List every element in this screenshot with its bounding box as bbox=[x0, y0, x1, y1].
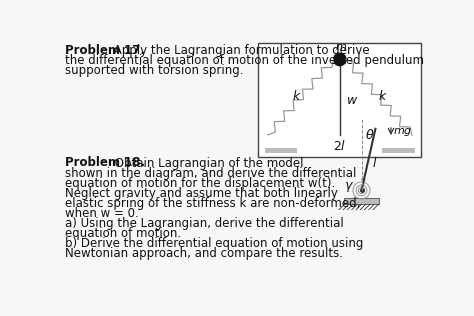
Text: $l$: $l$ bbox=[372, 156, 377, 170]
Text: Apply the Lagrangian formulation to derive: Apply the Lagrangian formulation to deri… bbox=[110, 44, 370, 57]
Bar bbox=[383, 148, 415, 154]
Text: $2l$: $2l$ bbox=[333, 139, 346, 153]
Text: Neglect gravity and assume that both linearly: Neglect gravity and assume that both lin… bbox=[65, 186, 338, 199]
Text: $mg$: $mg$ bbox=[393, 126, 413, 138]
Text: when w = 0.: when w = 0. bbox=[65, 207, 139, 220]
Text: Problem 18.: Problem 18. bbox=[65, 156, 146, 169]
Text: the differential equation of motion of the inverted pendulum: the differential equation of motion of t… bbox=[65, 54, 424, 67]
Text: a) Using the Lagrangian, derive the differential: a) Using the Lagrangian, derive the diff… bbox=[65, 216, 344, 229]
Text: equation of motion.: equation of motion. bbox=[65, 227, 182, 240]
Text: Newtonian approach, and compare the results.: Newtonian approach, and compare the resu… bbox=[65, 246, 344, 259]
Text: $k$: $k$ bbox=[378, 89, 387, 103]
Circle shape bbox=[334, 53, 346, 66]
Text: Obtain Lagrangian of the model: Obtain Lagrangian of the model bbox=[111, 156, 304, 169]
Text: $m$: $m$ bbox=[335, 42, 347, 52]
Text: b) Derive the differential equation of motion using: b) Derive the differential equation of m… bbox=[65, 237, 364, 250]
Text: equation of motion for the displacement w(t).: equation of motion for the displacement … bbox=[65, 177, 336, 190]
Text: elastic spring of the stiffness k are non-deformed,: elastic spring of the stiffness k are no… bbox=[65, 197, 361, 210]
Circle shape bbox=[369, 116, 382, 128]
Bar bbox=[258, 43, 421, 156]
Text: Problem 17.: Problem 17. bbox=[65, 44, 146, 57]
Text: shown in the diagram, and derive the differential: shown in the diagram, and derive the dif… bbox=[65, 167, 357, 179]
Bar bbox=[264, 148, 297, 154]
Text: $\gamma$: $\gamma$ bbox=[344, 180, 354, 194]
Text: supported with torsion spring.: supported with torsion spring. bbox=[65, 64, 244, 77]
Text: $\theta$: $\theta$ bbox=[365, 128, 374, 142]
Text: $w$: $w$ bbox=[346, 94, 358, 107]
Text: $k$: $k$ bbox=[292, 89, 302, 103]
Bar bbox=[345, 198, 379, 204]
